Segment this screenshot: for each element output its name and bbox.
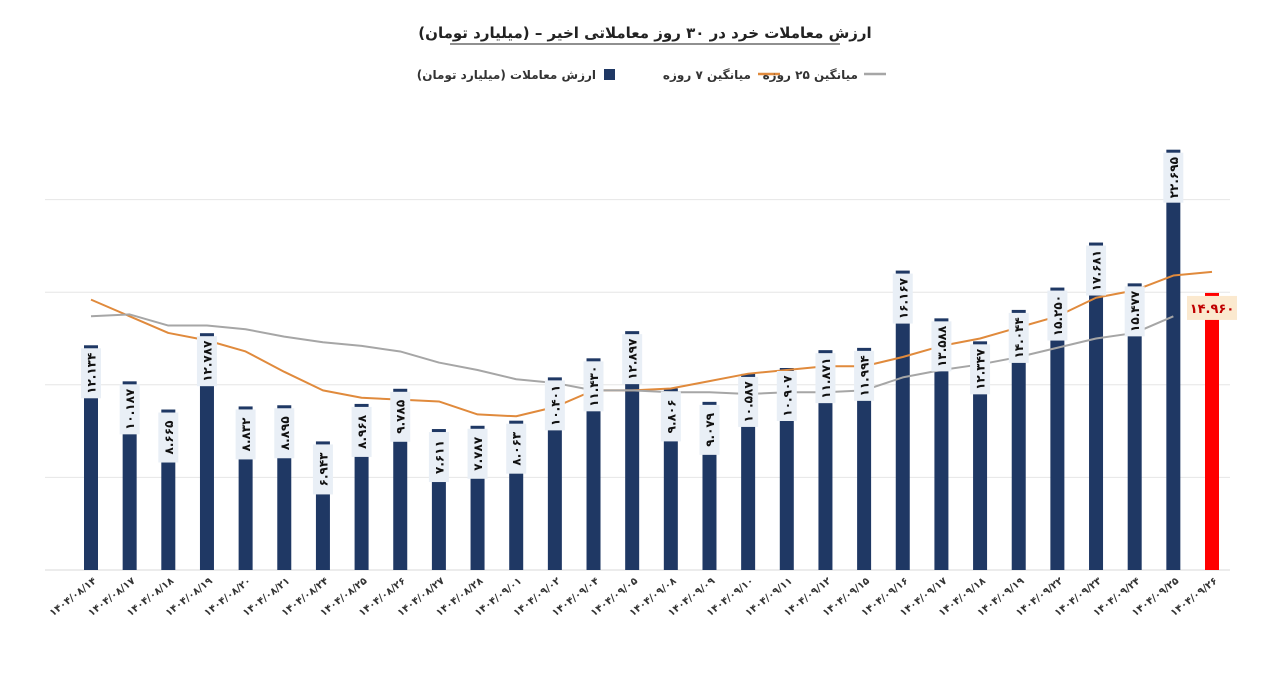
data-label: ۱۵.۲۵۰ (1051, 295, 1065, 336)
data-label-box (738, 376, 759, 427)
data-label-box (544, 380, 565, 431)
data-label: ۱۱.۸۷۱ (819, 358, 833, 399)
data-label-box (815, 353, 836, 404)
data-labels: ۱۲.۱۳۴ ۱۰.۱۸۷ ۸.۶۶۵ ۱۲.۷۸۷ ۸.۸۳۲ ۸.۸۹۵ ۶.۹۴۳ ۸.… (81, 152, 1237, 495)
data-label-box (390, 391, 411, 442)
data-label: ۱۷.۶۸۱ (1090, 250, 1104, 291)
data-label-box (351, 406, 372, 457)
x-axis-tick-labels: ۱۴۰۴/۰۸/۱۴۱۴۰۴/۰۸/۱۷۱۴۰۴/۰۸/۱۸۱۴۰۴/۰۸/۱۹… (48, 576, 1220, 619)
legend-swatch-bar (604, 69, 615, 80)
data-label-box (1008, 312, 1029, 363)
data-label: ۹.۰۷۹ (703, 412, 717, 447)
data-label: ۱۱.۴۳۰ (587, 366, 601, 407)
data-label: ۸.۶۶۵ (162, 421, 176, 455)
bar (1205, 292, 1219, 570)
bar (934, 318, 949, 570)
legend-label: ارزش معاملات (میلیارد تومان) (417, 68, 596, 83)
bar (84, 345, 98, 570)
data-label: ۱۱.۹۹۴ (858, 355, 872, 396)
data-label: ۸.۹۶۸ (355, 414, 369, 449)
data-label-box (196, 336, 217, 387)
data-label: ۱۰.۵۸۷ (742, 381, 756, 423)
data-label: ۸.۰۶۳ (510, 431, 524, 466)
data-label: ۱۲.۷۸۷ (200, 340, 214, 382)
legend-label: میانگین ۲۵ روزه (763, 68, 858, 83)
data-label: ۲۲.۶۹۵ (1167, 157, 1181, 198)
data-label: ۱۲.۳۴۷ (974, 348, 988, 390)
data-label: ۱۳.۵۸۸ (935, 325, 949, 367)
bar (1011, 309, 1026, 570)
data-label-box (1086, 245, 1107, 296)
data-label-box (660, 391, 681, 442)
data-label-box (274, 408, 295, 459)
data-label-box (892, 273, 913, 324)
data-label-box (119, 384, 140, 435)
data-label: ۱۰.۹۰۷ (780, 375, 794, 417)
lines (90, 270, 1213, 418)
data-label-box (583, 361, 604, 412)
data-label: ۱۵.۴۷۷ (1128, 290, 1142, 332)
data-label: ۶.۹۴۳ (316, 452, 330, 487)
data-label-box (1163, 152, 1184, 203)
data-label: ۸.۸۹۵ (278, 416, 292, 450)
data-label: ۹.۷۸۵ (394, 400, 408, 434)
legend: ارزش معاملات (میلیارد تومان) میانگین ۷ رو… (417, 68, 886, 83)
bar (1166, 149, 1181, 570)
data-label-box (622, 334, 643, 385)
data-label: ۱۶.۱۶۷ (896, 277, 910, 319)
bar (199, 333, 214, 570)
data-label-box (158, 412, 179, 463)
bar (895, 270, 910, 570)
data-label: ۱۲.۸۹۷ (626, 338, 640, 380)
data-label: ۱۰.۴۰۱ (548, 385, 562, 426)
data-label-box (235, 409, 256, 460)
moving-average-7-line (90, 270, 1213, 418)
data-label: ۸.۸۳۲ (239, 417, 253, 452)
data-label: ۷.۶۱۱ (432, 440, 446, 474)
data-label-box (931, 321, 952, 372)
bar (1050, 287, 1065, 570)
data-label-box (81, 348, 101, 399)
data-label: ۱۲.۱۳۴ (85, 353, 99, 394)
chart-title: ارزش معاملات خرد در ۳۰ روز معاملاتی اخیر… (418, 24, 871, 42)
data-label-box (312, 444, 333, 495)
bar (1127, 283, 1142, 570)
data-label-box (1187, 295, 1237, 320)
moving-average-25-line (90, 313, 1174, 396)
data-label-box (1047, 290, 1068, 341)
bar (818, 350, 833, 570)
data-label: ۹.۸۰۶ (664, 399, 678, 433)
data-label-box (699, 404, 720, 455)
data-label-box (776, 371, 797, 422)
bar (973, 341, 988, 570)
data-label-box (1124, 286, 1145, 337)
bar (857, 347, 872, 570)
data-label-box (854, 350, 875, 401)
data-label-box (428, 432, 449, 483)
data-label-box (970, 344, 991, 395)
bars (84, 149, 1219, 570)
data-label: ۱۴.۹۶۰ (1190, 302, 1235, 317)
data-label: ۱۰.۱۸۷ (123, 388, 137, 430)
data-label: ۷.۷۸۷ (471, 436, 485, 471)
data-label-box (506, 423, 527, 474)
data-label-box (467, 428, 488, 479)
legend-label: میانگین ۷ روزه (663, 68, 751, 83)
data-label: ۱۴.۰۴۴ (1012, 317, 1026, 358)
bar (1089, 242, 1104, 570)
